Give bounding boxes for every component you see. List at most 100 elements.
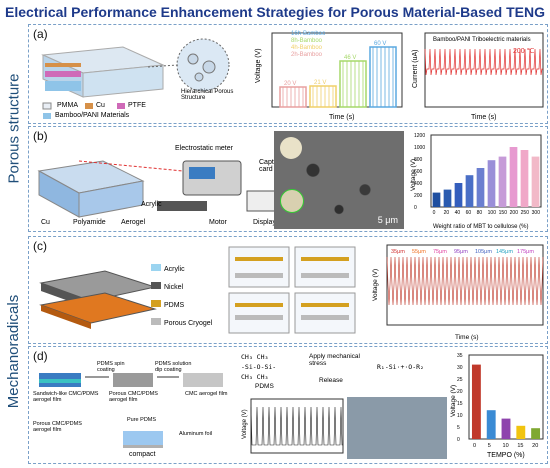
mbt-y-tick: 400 bbox=[414, 181, 423, 187]
mbt-x-tick: 80 bbox=[477, 210, 483, 216]
panel-d: (d) PDMS spin coating PDMS solution dip … bbox=[28, 346, 548, 464]
release-label: Release bbox=[319, 377, 343, 384]
legend-ptfe: PTFE bbox=[128, 102, 146, 109]
panel-b-label: (b) bbox=[33, 129, 48, 143]
porous-label-2: Porous CMC/PDMS aerogel film bbox=[33, 421, 82, 433]
tempo-bar bbox=[471, 364, 481, 439]
section-title-mech: Mechanoradicals bbox=[5, 294, 23, 408]
tempo-voltage-chart: 0 5 10 15 20 25 30 35 0 5 10 15 20 Voltage (V) TEMP… bbox=[450, 353, 544, 459]
pdms-label: PDMS bbox=[255, 383, 274, 390]
tempo-x-tick: 0 bbox=[473, 443, 476, 449]
legend-pmma: PMMA bbox=[57, 102, 78, 109]
speed-y-label: Voltage (V) bbox=[372, 269, 379, 301]
current-legend: Bamboo/PANI Triboelectric materials bbox=[433, 37, 531, 43]
section-title: Porous structure bbox=[5, 72, 23, 184]
bamboo-legend-entry: 8h-Bamboo bbox=[291, 38, 323, 44]
mbt-x-tick: 20 bbox=[444, 210, 450, 216]
tempo-x-tick: 10 bbox=[503, 443, 509, 449]
pdms-voltage-chart: Voltage (V) bbox=[242, 398, 344, 454]
mbt-bar bbox=[531, 156, 540, 207]
display-label: Display bbox=[253, 219, 276, 226]
sem-image: 5 μm bbox=[274, 131, 404, 229]
speed-voltage-chart: 35μm 55μm 75μm 95μm 105μm 145μm 175μm Voltage … bbox=[372, 244, 544, 341]
tempo-y-tick: 15 bbox=[457, 401, 463, 407]
bamboo-legend-entry: 4h-Bamboo bbox=[291, 45, 323, 51]
capture-label: Capture card bbox=[259, 159, 284, 173]
porous-label: Porous CMC/PDMS aerogel film bbox=[109, 391, 158, 403]
legend-nickel: Nickel bbox=[164, 284, 184, 291]
speed-label: 105μm bbox=[475, 249, 492, 255]
speed-label: 55μm bbox=[412, 249, 426, 255]
alu-label: Aluminum foil bbox=[179, 431, 213, 437]
mbt-y-label: Voltage (V) bbox=[410, 159, 417, 191]
bamboo-voltage-chart: 20 V 21 V 46 V 60 V Voltage (V) Time (s) bbox=[255, 32, 403, 121]
pure-pdms-label: Pure PDMS bbox=[127, 417, 157, 423]
meter-label: Electrostatic meter bbox=[175, 145, 233, 152]
mbt-y-tick: 1000 bbox=[414, 145, 425, 151]
polyamide-label: Polyamide bbox=[73, 219, 106, 226]
mechanoradicals-band: Mechanoradicals (c) Acrylic Nickel PDMS … bbox=[0, 236, 550, 466]
tempo-x-tick: 20 bbox=[532, 443, 538, 449]
panel-b-illustration bbox=[37, 160, 278, 218]
tempo-bar bbox=[501, 418, 511, 439]
spin-label: PDMS spin coating bbox=[97, 361, 125, 373]
scale-bar-label: 5 μm bbox=[377, 215, 398, 225]
legend-acrylic: Acrylic bbox=[164, 266, 185, 273]
sample-disc-2 bbox=[280, 189, 304, 213]
tempo-y-tick: 10 bbox=[457, 413, 463, 419]
sandwich-label: Sandwich-like CMC/PDMS aerogel film bbox=[33, 391, 99, 403]
led-photo bbox=[347, 397, 447, 459]
motor-label: Motor bbox=[209, 219, 227, 226]
mbt-y-tick: 800 bbox=[414, 157, 423, 163]
bar-2h-Bamboo bbox=[279, 86, 307, 108]
tempo-y-tick: 20 bbox=[457, 389, 463, 395]
tempo-x-tick: 5 bbox=[488, 443, 491, 449]
legend-cu: Cu bbox=[96, 102, 105, 109]
mbt-y-tick: 600 bbox=[414, 169, 423, 175]
bar-value-label: 46 V bbox=[344, 55, 356, 61]
sample-disc bbox=[280, 137, 302, 159]
pdms-y-label: Voltage (V) bbox=[242, 409, 248, 439]
bar-value-label: 20 V bbox=[284, 81, 296, 87]
tempo-y-tick: 0 bbox=[457, 437, 460, 443]
panel-c-legend: Acrylic Nickel PDMS Porous Cryogel bbox=[151, 261, 212, 333]
mbt-x-tick: 300 bbox=[532, 210, 541, 216]
mbt-x-tick: 100 bbox=[488, 210, 497, 216]
mbt-bar bbox=[487, 160, 496, 207]
tempo-x-label: TEMPO (%) bbox=[487, 452, 525, 459]
panel-a: (a) PMMA Cu PTFE Bamboo/PANI Materials H… bbox=[28, 24, 548, 124]
panel-a-label: (a) bbox=[33, 27, 48, 41]
acrylic-label: Acrylic bbox=[141, 201, 162, 208]
panel-d-label: (d) bbox=[33, 349, 48, 363]
bar-value-label: 60 V bbox=[374, 41, 386, 47]
panel-c-illustration bbox=[39, 270, 157, 329]
legend-pdms: PDMS bbox=[164, 302, 185, 309]
dip-label: PDMS solution dip coating bbox=[155, 361, 192, 373]
aerogel-label: Aerogel bbox=[121, 219, 146, 226]
stress-label: Apply mechanical stress bbox=[309, 353, 360, 367]
mbt-bar bbox=[454, 183, 463, 207]
tempo-y-tick: 5 bbox=[457, 425, 460, 431]
mbt-bar bbox=[520, 150, 529, 207]
panel-d-illustration bbox=[39, 373, 223, 448]
mbt-x-tick: 250 bbox=[521, 210, 530, 216]
panel-c: (c) Acrylic Nickel PDMS Porous Cryogel bbox=[28, 236, 548, 344]
tempo-bar bbox=[531, 428, 541, 439]
current-y-label: Current (uA) bbox=[412, 49, 419, 88]
reaction-scheme: CH₃ CH₃ -Si-O-Si- CH₃ CH₃ PDMS Apply mec… bbox=[241, 353, 424, 390]
panel-c-mechanism bbox=[228, 246, 356, 334]
x-axis-label: Time (s) bbox=[329, 114, 354, 121]
current-x-label: Time (s) bbox=[471, 114, 496, 121]
mbt-bar bbox=[498, 156, 507, 207]
section-label-porous: Porous structure bbox=[0, 24, 28, 232]
speed-label: 35μm bbox=[391, 249, 405, 255]
mbt-bar bbox=[465, 175, 474, 207]
y-axis-label: Voltage (V) bbox=[255, 48, 262, 83]
mbt-x-tick: 0 bbox=[433, 210, 436, 216]
panel-b: (b) Electrostatic meter Capture card Acr… bbox=[28, 126, 548, 232]
mbt-x-tick: 40 bbox=[455, 210, 461, 216]
cmc-label: CMC aerogel film bbox=[185, 391, 228, 397]
bamboo-legend-entry: 16h-Bamboo bbox=[291, 31, 326, 37]
hier-label: Hierarchical Porous Structure bbox=[181, 89, 234, 101]
